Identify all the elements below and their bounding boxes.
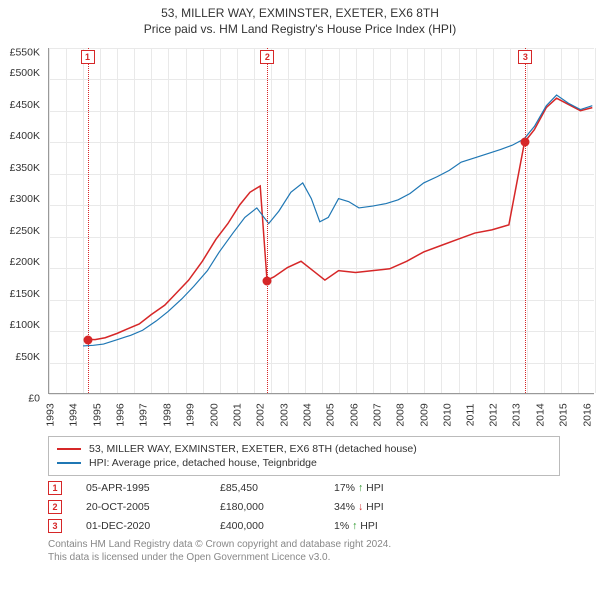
y-tick-label: £350K	[10, 163, 40, 174]
sale-marker-dot	[263, 276, 272, 285]
y-tick-label: £0	[28, 393, 40, 404]
sale-date: 20-OCT-2005	[86, 501, 196, 513]
sale-pct: 17% ↑ HPI	[334, 482, 384, 494]
x-tick-label: 2016	[581, 403, 600, 426]
sale-number-box: 1	[48, 481, 62, 495]
sales-table: 1 05-APR-1995 £85,450 17% ↑ HPI 2 20-OCT-2005…	[48, 481, 560, 533]
sale-date: 01-DEC-2020	[86, 520, 196, 532]
chart-subtitle: Price paid vs. HM Land Registry's House …	[0, 22, 600, 36]
legend-item: HPI: Average price, detached house, Teig…	[57, 457, 551, 469]
legend-label: 53, MILLER WAY, EXMINSTER, EXETER, EX6 8…	[89, 443, 417, 455]
chart-area: £550K £500K £450K £400K £350K £300K £250K £200K…	[0, 42, 600, 430]
series-line	[88, 98, 593, 340]
sale-row: 2 20-OCT-2005 £180,000 34% ↓ HPI	[48, 500, 560, 514]
sale-marker-dot	[83, 336, 92, 345]
attribution-line1: Contains HM Land Registry data © Crown c…	[48, 538, 560, 551]
gridline-h	[49, 394, 594, 395]
legend-item: 53, MILLER WAY, EXMINSTER, EXETER, EX6 8…	[57, 443, 551, 455]
trend-arrow-icon: ↑	[358, 482, 363, 494]
attribution-line2: This data is licensed under the Open Gov…	[48, 551, 560, 564]
plot-area: 1 2 3	[48, 48, 594, 394]
sale-marker-dot	[521, 138, 530, 147]
y-axis: £550K £500K £450K £400K £350K £300K £250K £200K…	[0, 42, 44, 394]
legend-label: HPI: Average price, detached house, Teig…	[89, 457, 317, 469]
title-block: 53, MILLER WAY, EXMINSTER, EXETER, EX6 8…	[0, 0, 600, 36]
y-tick-label: £300K	[10, 194, 40, 205]
chart-lines	[49, 48, 594, 393]
y-tick-label: £500K	[10, 68, 40, 79]
legend: 53, MILLER WAY, EXMINSTER, EXETER, EX6 8…	[48, 436, 560, 476]
x-axis: 1993199419951996199719981999200020012002…	[48, 400, 594, 430]
sale-number-box: 2	[48, 500, 62, 514]
sale-number-box: 3	[48, 519, 62, 533]
y-tick-label: £50K	[15, 351, 40, 362]
sale-marker-box: 1	[81, 50, 95, 64]
sale-marker-box: 2	[260, 50, 274, 64]
attribution: Contains HM Land Registry data © Crown c…	[48, 538, 560, 564]
y-tick-label: £400K	[10, 131, 40, 142]
gridline-v	[595, 48, 596, 393]
legend-swatch	[57, 448, 81, 450]
chart-title-address: 53, MILLER WAY, EXMINSTER, EXETER, EX6 8…	[0, 6, 600, 20]
sale-marker-line	[267, 48, 268, 393]
trend-arrow-icon: ↑	[352, 520, 357, 532]
sale-price: £85,450	[220, 482, 310, 494]
y-tick-label: £150K	[10, 288, 40, 299]
y-tick-label: £100K	[10, 320, 40, 331]
sale-date: 05-APR-1995	[86, 482, 196, 494]
legend-swatch	[57, 462, 81, 464]
sale-price: £180,000	[220, 501, 310, 513]
sale-row: 3 01-DEC-2020 £400,000 1% ↑ HPI	[48, 519, 560, 533]
y-tick-label: £200K	[10, 257, 40, 268]
y-tick-label: £550K	[10, 47, 40, 58]
sale-marker-line	[525, 48, 526, 393]
sale-marker-box: 3	[518, 50, 532, 64]
sale-pct: 1% ↑ HPI	[334, 520, 378, 532]
sale-pct: 34% ↓ HPI	[334, 501, 384, 513]
trend-arrow-icon: ↓	[358, 501, 363, 513]
y-tick-label: £450K	[10, 100, 40, 111]
sale-price: £400,000	[220, 520, 310, 532]
chart-container: 53, MILLER WAY, EXMINSTER, EXETER, EX6 8…	[0, 0, 600, 590]
y-tick-label: £250K	[10, 225, 40, 236]
sale-row: 1 05-APR-1995 £85,450 17% ↑ HPI	[48, 481, 560, 495]
